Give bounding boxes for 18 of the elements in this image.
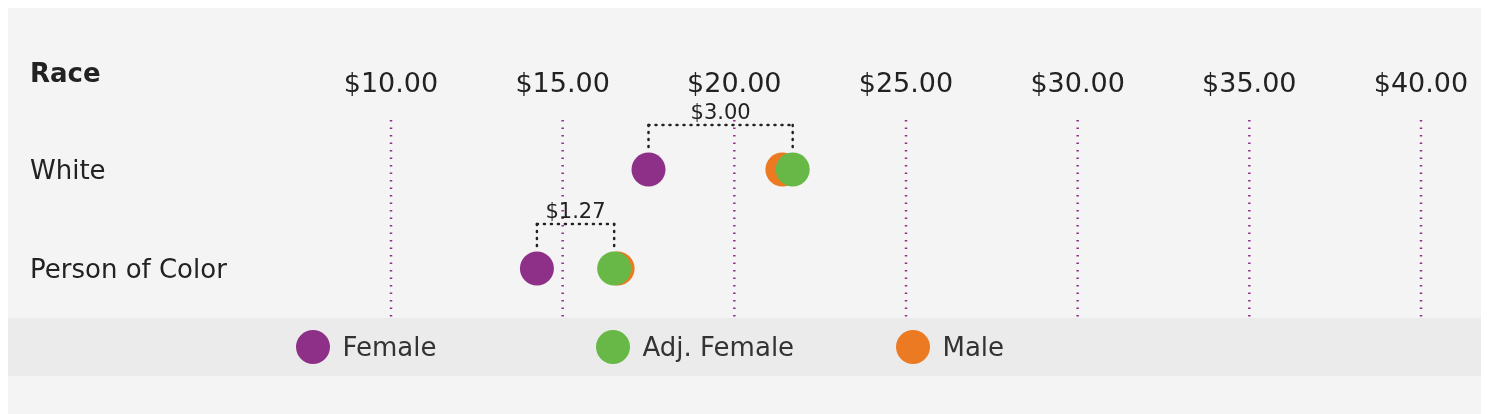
point	[775, 152, 810, 187]
x-tick-label: $35.00	[1202, 67, 1297, 98]
x-tick-label: $25.00	[858, 67, 954, 98]
y-tick-label: Person of Color	[30, 253, 228, 284]
x-tick-label: $40.00	[1373, 67, 1469, 98]
x-tick-label: $10.00	[343, 67, 439, 98]
annotation: $3.00	[690, 99, 751, 124]
point	[631, 152, 666, 187]
y-tick-label: White	[30, 154, 106, 185]
legend-label: Female	[342, 332, 437, 362]
x-tick-label: $15.00	[515, 67, 610, 98]
point	[519, 251, 554, 286]
x-tick-label: $20.00	[687, 67, 782, 98]
y-axis-title: Race	[30, 58, 101, 88]
annotation: $1.27	[545, 198, 606, 223]
x-tick-label: $30.00	[1030, 67, 1125, 98]
legend-label: Adj. Female	[642, 332, 795, 362]
legend-label: Male	[942, 332, 1005, 362]
